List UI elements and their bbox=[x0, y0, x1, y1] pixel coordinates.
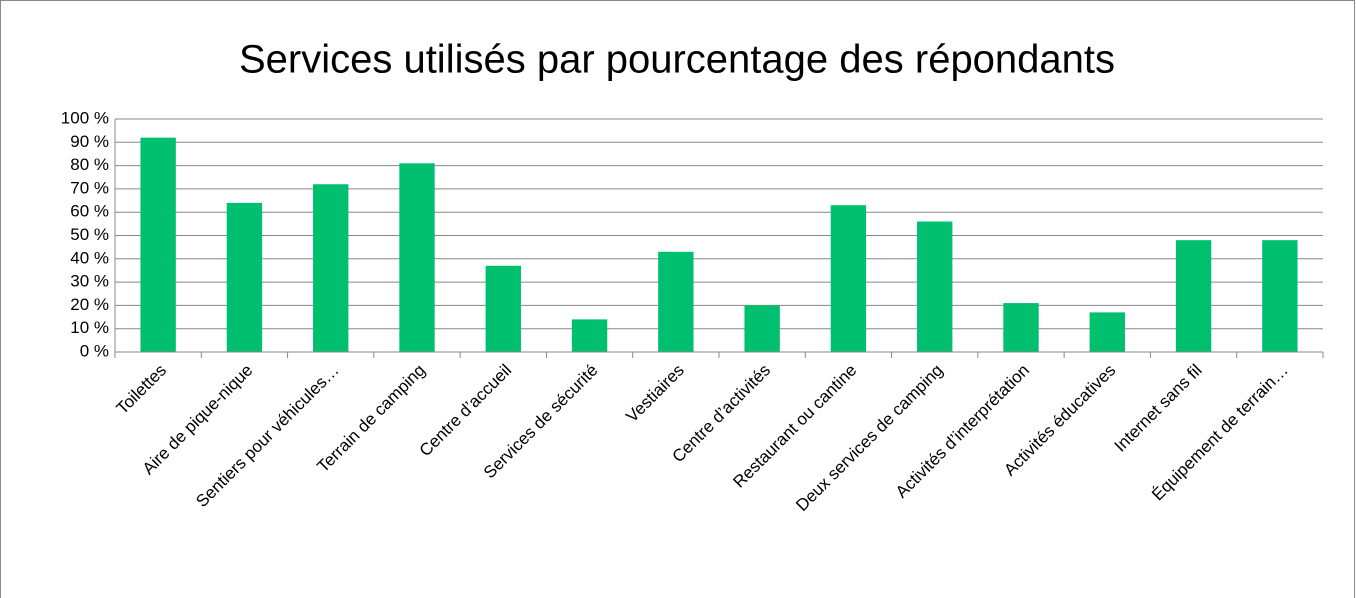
bar bbox=[830, 205, 867, 352]
bar bbox=[313, 184, 349, 352]
bar bbox=[658, 251, 694, 352]
bar bbox=[917, 221, 953, 352]
bar bbox=[1262, 240, 1298, 352]
bar bbox=[226, 202, 263, 352]
y-tick-label: 0 % bbox=[80, 341, 109, 360]
bar bbox=[485, 265, 521, 352]
y-tick-label: 50 % bbox=[70, 225, 109, 244]
y-tick-label: 20 % bbox=[70, 295, 109, 314]
y-tick-label: 60 % bbox=[70, 202, 109, 221]
bar bbox=[571, 319, 608, 352]
y-tick-label: 30 % bbox=[70, 272, 109, 291]
y-tick-label: 70 % bbox=[70, 178, 109, 197]
chart-title: Services utilisés par pourcentage des ré… bbox=[239, 38, 1115, 82]
bar bbox=[744, 305, 780, 352]
y-tick-label: 40 % bbox=[70, 248, 109, 267]
bar bbox=[1089, 312, 1125, 352]
bar bbox=[140, 137, 176, 352]
y-tick-label: 90 % bbox=[70, 132, 109, 151]
y-tick-label: 10 % bbox=[70, 318, 109, 337]
bar bbox=[1003, 303, 1039, 352]
bar bbox=[1175, 240, 1212, 352]
y-tick-label: 80 % bbox=[70, 155, 109, 174]
y-tick-label: 100 % bbox=[61, 108, 109, 127]
bar bbox=[399, 163, 435, 352]
